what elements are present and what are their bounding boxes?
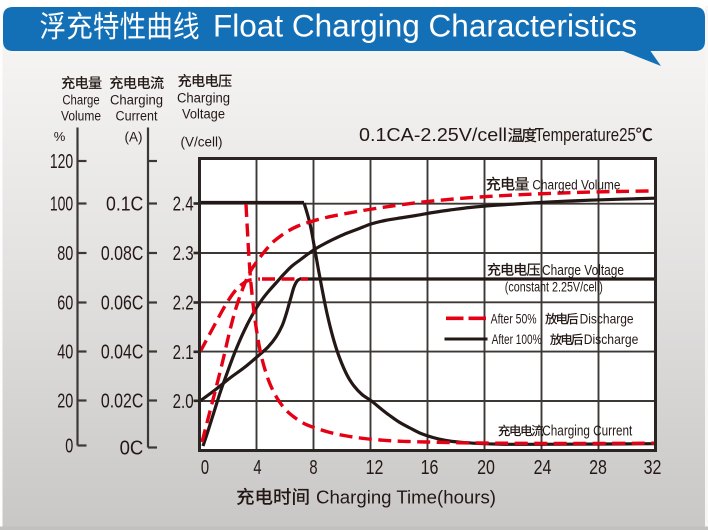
svg-text:Charge Voltage: Charge Voltage — [542, 263, 624, 279]
svg-text:100: 100 — [50, 194, 73, 216]
svg-text:0.1C: 0.1C — [106, 194, 143, 216]
svg-text:Charging Current: Charging Current — [542, 423, 632, 439]
svg-text:4: 4 — [253, 457, 261, 479]
svg-text:0: 0 — [201, 457, 209, 479]
svg-text:%: % — [54, 129, 66, 144]
svg-text:120: 120 — [50, 151, 73, 173]
svg-text:0.06C: 0.06C — [101, 293, 143, 315]
svg-text:12: 12 — [366, 457, 384, 479]
svg-text:0.08C: 0.08C — [101, 243, 143, 265]
svg-text:40: 40 — [57, 342, 73, 364]
svg-text:Charged Volume: Charged Volume — [532, 178, 620, 194]
svg-text:Current: Current — [116, 109, 158, 124]
svg-text:After 50%: After 50% — [491, 310, 537, 326]
svg-text:0.04C: 0.04C — [101, 342, 143, 364]
svg-text:60: 60 — [57, 293, 73, 315]
svg-text:20: 20 — [477, 457, 495, 479]
svg-text:2.2: 2.2 — [173, 293, 194, 315]
svg-text:0: 0 — [65, 436, 73, 458]
svg-text:24: 24 — [534, 457, 552, 479]
svg-text:2.0: 2.0 — [173, 391, 194, 413]
svg-text:Charging Time(hours): Charging Time(hours) — [316, 488, 496, 508]
svg-text:28: 28 — [589, 457, 607, 479]
svg-text:20: 20 — [57, 391, 73, 413]
svg-text:0.02C: 0.02C — [101, 391, 143, 413]
svg-text:32: 32 — [644, 457, 662, 479]
svg-text:0C: 0C — [120, 438, 144, 460]
svg-text:16: 16 — [421, 457, 439, 479]
svg-text:2.4: 2.4 — [173, 194, 194, 216]
svg-text:Charging: Charging — [110, 93, 163, 108]
svg-text:(V/cell): (V/cell) — [181, 134, 223, 150]
svg-text:2.1: 2.1 — [173, 342, 194, 364]
svg-text:Voltage: Voltage — [182, 107, 225, 122]
svg-text:2.3: 2.3 — [173, 243, 194, 265]
svg-text:After 100%: After 100% — [492, 331, 542, 347]
svg-text:Charging: Charging — [177, 91, 230, 106]
svg-text:Temperature25: Temperature25 — [535, 124, 636, 145]
svg-text:Charge: Charge — [62, 93, 99, 108]
svg-text:80: 80 — [57, 243, 73, 265]
svg-text:Float Charging Characteristics: Float Charging Characteristics — [213, 8, 637, 44]
svg-text:Discharge: Discharge — [584, 331, 639, 347]
svg-text:(A): (A) — [125, 130, 143, 145]
svg-text:Discharge: Discharge — [580, 310, 634, 326]
svg-text:(constant 2.25V/cell): (constant 2.25V/cell) — [505, 280, 603, 295]
svg-text:Volume: Volume — [61, 109, 101, 124]
svg-text:8: 8 — [309, 457, 317, 479]
svg-text:0.1CA-2.25V/cell: 0.1CA-2.25V/cell — [359, 124, 507, 145]
